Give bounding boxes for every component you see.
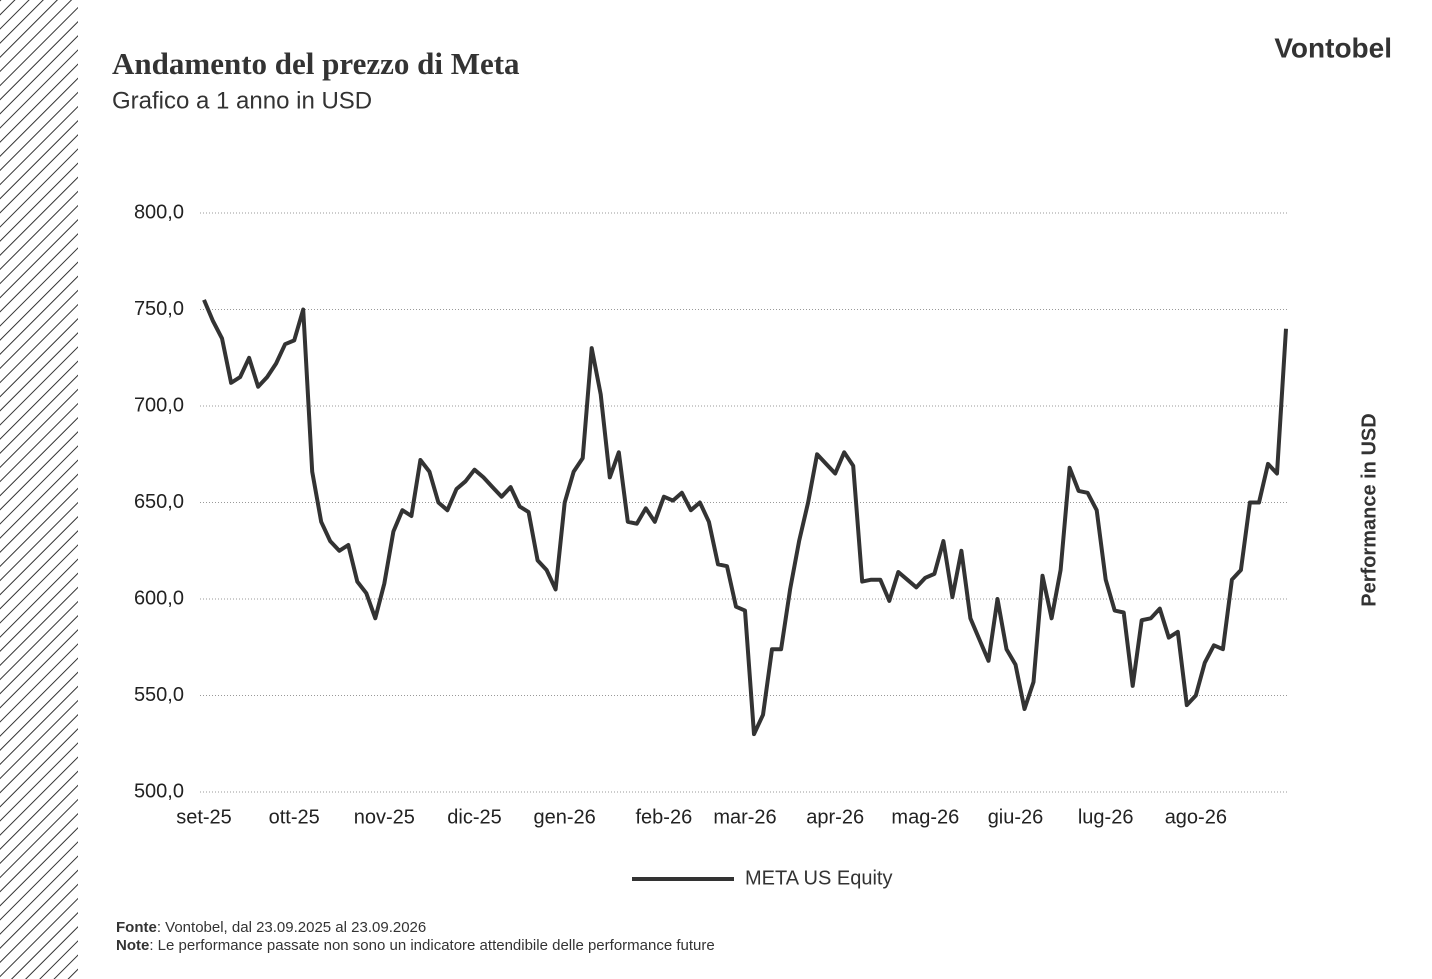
footer-note-text: : Le performance passate non sono un ind…: [149, 937, 714, 954]
legend-label: META US Equity: [745, 867, 892, 889]
price-line: [202, 299, 1288, 737]
y-tick-label: 550,0: [134, 684, 184, 706]
chart-subtitle: Grafico a 1 anno in USD: [112, 87, 372, 114]
footer-note-label: Note: [116, 937, 149, 954]
x-tick-label: nov-25: [354, 806, 415, 828]
y-tick-label: 700,0: [134, 394, 184, 416]
y-tick-label: 750,0: [134, 298, 184, 320]
y-tick-label: 800,0: [134, 201, 184, 223]
footer-source-label: Fonte: [116, 919, 157, 936]
x-tick-label: apr-26: [806, 806, 864, 828]
footer-source: Fonte: Vontobel, dal 23.09.2025 al 23.09…: [116, 919, 426, 936]
hatched-band: [0, 0, 78, 979]
y-axis-label: Performance in USD: [1358, 413, 1380, 606]
x-tick-label: giu-26: [988, 806, 1044, 828]
x-tick-label: gen-26: [534, 806, 596, 828]
chart-title: Andamento del prezzo di Meta: [112, 46, 520, 81]
footer-note: Note: Le performance passate non sono un…: [116, 937, 715, 954]
x-tick-label: dic-25: [447, 806, 501, 828]
x-tick-label: ott-25: [269, 806, 320, 828]
brand-logo: Vontobel: [1274, 32, 1392, 63]
x-tick-label: mar-26: [713, 806, 776, 828]
x-tick-label: set-25: [176, 806, 232, 828]
footer-source-text: : Vontobel, dal 23.09.2025 al 23.09.2026: [157, 919, 426, 936]
x-tick-label: mag-26: [891, 806, 959, 828]
x-tick-label: lug-26: [1078, 806, 1134, 828]
x-tick-label: ago-26: [1165, 806, 1227, 828]
x-tick-label: feb-26: [635, 806, 692, 828]
y-tick-label: 650,0: [134, 491, 184, 513]
y-tick-label: 500,0: [134, 780, 184, 802]
y-tick-label: 600,0: [134, 587, 184, 609]
